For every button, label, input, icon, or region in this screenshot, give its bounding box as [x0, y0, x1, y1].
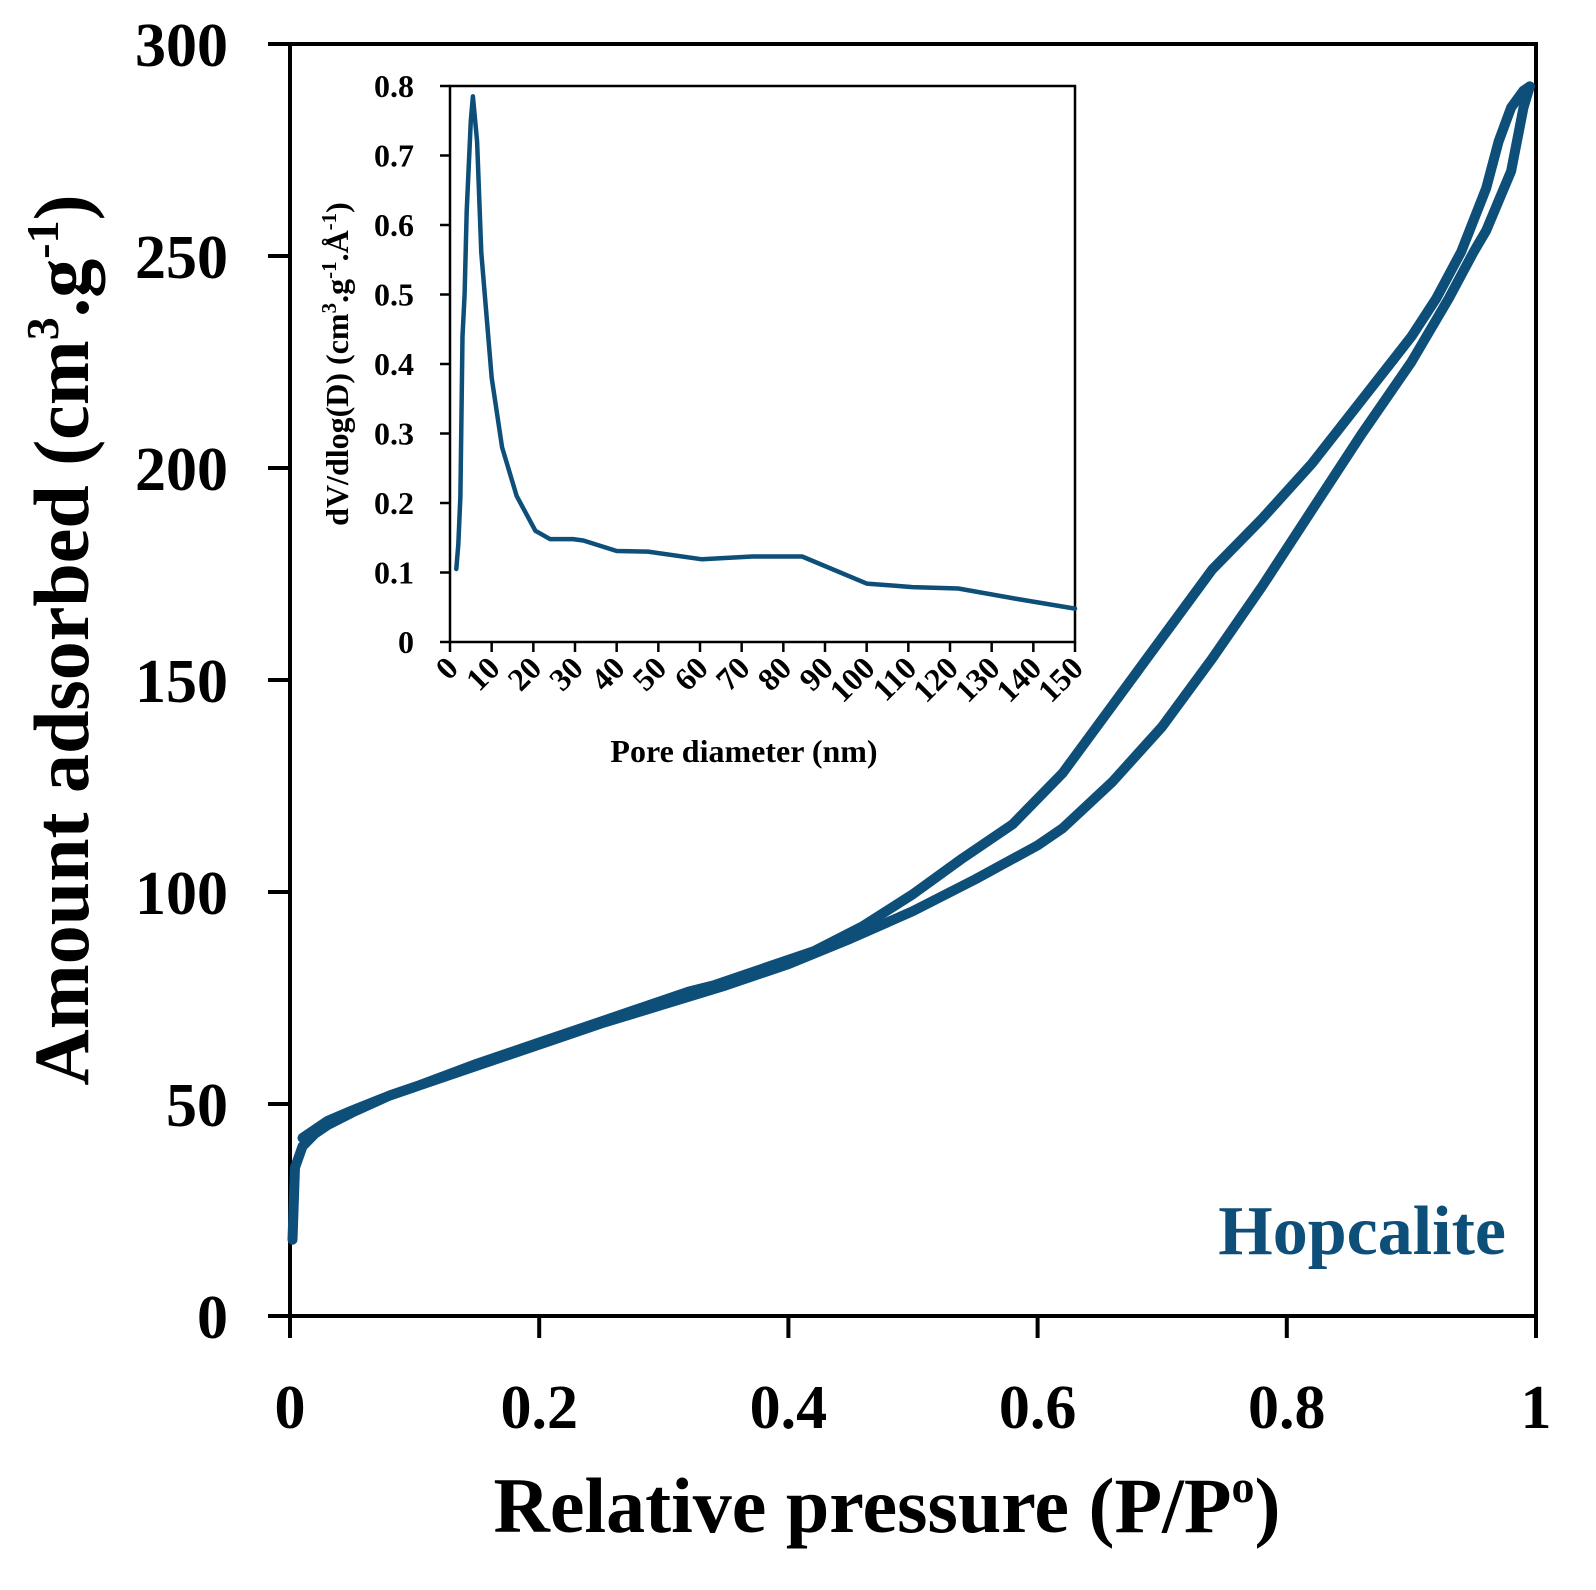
main-y-axis-title-sup1: 3 [17, 317, 68, 340]
inset-y-tick-label: 0.1 [374, 555, 414, 591]
main-x-tick-label: 0.6 [999, 1374, 1077, 1442]
inset-y-axis-title-sup3: -1 [317, 213, 341, 231]
inset-x-tick-label: 80 [750, 649, 798, 697]
inset-y-axis-title-d: ) [319, 202, 355, 213]
main-series-group [287, 81, 1535, 1245]
inset-y-tick-label: 0.2 [374, 485, 414, 521]
inset-y-tick-label: 0 [398, 624, 414, 660]
main-y-tick-label: 200 [135, 436, 228, 504]
inset-x-tick-label: 70 [709, 649, 757, 697]
main-x-tick-label: 0.2 [500, 1374, 578, 1442]
main-y-tick-label: 250 [135, 224, 228, 292]
main-x-tick-label: 0.4 [750, 1374, 828, 1442]
inset-y-axis-title-sup2: -1 [317, 261, 341, 279]
inset-x-axis-title: Pore diameter (nm) [610, 733, 877, 769]
inset-y-tick-label: 0.6 [374, 207, 414, 243]
main-x-tick-group: 0 0.2 0.4 0.6 0.8 1 [275, 1316, 1552, 1442]
main-x-axis-title-end: ) [1254, 1462, 1280, 1549]
main-y-axis-title-b: .g [18, 259, 105, 318]
inset-y-tick-label: 0.5 [374, 277, 414, 313]
main-y-tick-label: 300 [135, 12, 228, 80]
main-y-tick-label: 50 [166, 1072, 228, 1140]
inset-x-tick-label: 150 [1031, 649, 1090, 708]
inset-y-axis-title-sup1: 3 [317, 303, 341, 314]
inset-x-tick-label: 40 [584, 649, 632, 697]
main-x-axis-title-sup: o [1231, 1461, 1254, 1512]
inset-y-tick-label: 0.8 [374, 68, 414, 104]
inset-x-tick-label: 0 [428, 649, 465, 686]
inset-y-tick-label: 0.3 [374, 416, 414, 452]
main-y-axis-title-sup2: -1 [17, 220, 68, 258]
main-x-tick-label: 1 [1521, 1374, 1552, 1442]
main-x-axis-title: Relative pressure (P/Po) [494, 1461, 1281, 1549]
inset-y-axis-title: dV/dlog(D) (cm3.g-1.Å-1) [317, 202, 355, 526]
inset-series-group [454, 94, 1078, 611]
inset-x-tick-label: 60 [667, 649, 715, 697]
inset-series-line [454, 94, 1078, 611]
main-y-axis-title-c: ) [18, 194, 105, 220]
inset-y-tick-group: 0 0.1 0.2 0.3 0.4 0.5 0.6 0.7 0.8 [374, 68, 450, 660]
sample-label: Hopcalite [1218, 1193, 1506, 1270]
inset-y-axis-title-c: .Å [319, 230, 355, 261]
inset-y-axis-title-b: .g [319, 279, 355, 303]
main-y-tick-label: 0 [197, 1284, 228, 1352]
main-y-tick-label: 100 [135, 860, 228, 928]
main-x-tick-label: 0 [275, 1374, 306, 1442]
inset-x-tick-label: 10 [459, 649, 507, 697]
main-x-tick-label: 0.8 [1248, 1374, 1326, 1442]
inset-y-axis-title-a: dV/dlog(D) (cm [319, 313, 355, 526]
inset-x-tick-label: 30 [542, 649, 590, 697]
inset-x-tick-label: 50 [625, 649, 673, 697]
inset-y-tick-label: 0.4 [374, 346, 414, 382]
main-y-tick-group: 0 50 100 150 200 250 300 [135, 12, 290, 1352]
inset-y-tick-label: 0.7 [374, 138, 414, 174]
inset-x-tick-label: 20 [500, 649, 548, 697]
main-y-tick-label: 150 [135, 648, 228, 716]
main-y-axis-title-a: Amount adsorbed (cm [18, 340, 105, 1085]
main-series-line-desorption [297, 81, 1535, 1143]
main-y-axis-title: Amount adsorbed (cm3.g-1) [17, 194, 105, 1085]
main-x-axis-title-text: Relative pressure (P/P [494, 1462, 1232, 1549]
